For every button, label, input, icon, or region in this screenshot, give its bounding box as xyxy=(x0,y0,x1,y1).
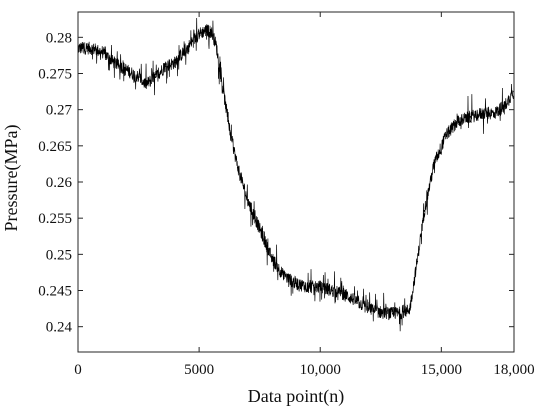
data-point xyxy=(258,228,261,230)
x-tick-label: 15,000 xyxy=(421,362,462,378)
data-point xyxy=(469,115,472,118)
data-point xyxy=(355,300,358,303)
y-axis-label: Pressure(MPa) xyxy=(1,125,22,232)
y-tick-label: 0.24 xyxy=(46,320,73,336)
data-point xyxy=(113,61,116,64)
y-tick-label: 0.26 xyxy=(46,175,73,191)
y-tick-label: 0.28 xyxy=(46,30,72,46)
y-tick-label: 0.265 xyxy=(38,139,72,155)
data-point xyxy=(164,65,167,68)
data-point xyxy=(416,260,419,263)
x-tick-label: 0 xyxy=(74,362,82,378)
data-point xyxy=(137,76,140,79)
data-point xyxy=(408,307,411,310)
data-point xyxy=(210,30,213,33)
data-point xyxy=(319,285,322,288)
data-point xyxy=(282,275,285,277)
data-point xyxy=(186,47,188,50)
series-line xyxy=(78,18,514,332)
data-point xyxy=(101,50,104,53)
data-point xyxy=(144,83,147,86)
data-point xyxy=(236,166,239,169)
data-point xyxy=(423,210,426,212)
y-tick-label: 0.27 xyxy=(46,103,73,119)
x-axis-label: Data point(n) xyxy=(248,386,344,407)
data-point xyxy=(503,105,506,107)
data-point xyxy=(367,307,370,310)
data-point xyxy=(198,32,201,35)
x-tick-label: 18,000 xyxy=(493,362,534,378)
data-point xyxy=(154,76,157,79)
y-tick-label: 0.245 xyxy=(38,284,72,300)
data-point xyxy=(89,47,92,50)
data-point xyxy=(229,134,232,136)
data-point xyxy=(379,311,382,314)
x-tick-label: 10,000 xyxy=(300,362,341,378)
data-point xyxy=(404,311,406,314)
data-point xyxy=(295,282,297,285)
data-point xyxy=(445,134,448,136)
y-tick-label: 0.255 xyxy=(38,211,72,227)
data-point xyxy=(215,43,217,46)
data-point xyxy=(307,285,310,288)
plot-frame xyxy=(77,11,515,353)
data-point xyxy=(457,119,460,122)
y-tick-label: 0.275 xyxy=(38,66,72,82)
x-tick-label: 5000 xyxy=(184,362,214,378)
y-axis-ticks: 0.24 0.245 0.25 0.255 0.26 0.265 0.27 0.275 0.28 xyxy=(38,30,514,336)
data-point xyxy=(481,112,484,115)
y-tick-label: 0.25 xyxy=(46,247,72,263)
data-point xyxy=(343,293,346,296)
data-point xyxy=(433,163,435,165)
x-axis-ticks: 0 5000 10,000 15,000 18,000 xyxy=(74,12,535,378)
data-point xyxy=(125,68,128,71)
data-point xyxy=(331,289,334,292)
data-point xyxy=(270,257,273,259)
data-point xyxy=(173,61,176,64)
data-point xyxy=(205,29,208,31)
data-point xyxy=(493,112,496,115)
data-point xyxy=(246,199,249,201)
data-point xyxy=(391,312,394,315)
plot-area xyxy=(77,11,515,353)
data-point xyxy=(222,90,225,93)
